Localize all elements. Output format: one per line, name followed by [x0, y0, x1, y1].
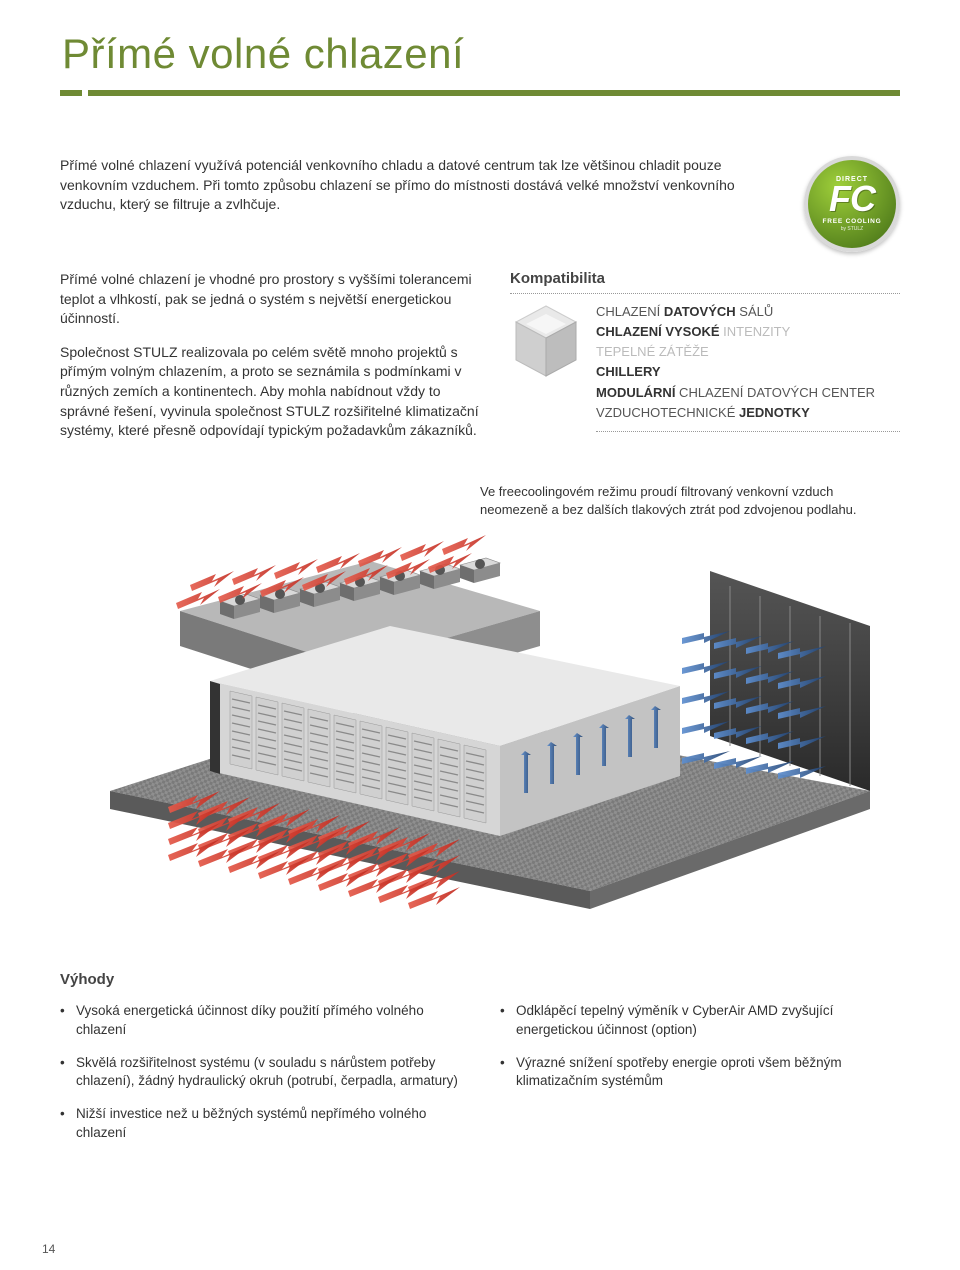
compat-heading: Kompatibilita [510, 270, 900, 294]
compat-list: CHLAZENÍ DATOVÝCH SÁLŮCHLAZENÍ VYSOKÉ IN… [596, 302, 900, 432]
datacenter-airflow-diagram [70, 491, 890, 921]
advantage-item: Skvělá rozšiřitelnost systému (v souladu… [60, 1054, 460, 1092]
compat-item: VZDUCHOTECHNICKÉ JEDNOTKY [596, 403, 900, 423]
diagram-caption: Ve freecoolingovém režimu proudí filtrov… [480, 483, 900, 519]
advantages-right-list: Odklápěcí tepelný výměník v CyberAir AMD… [500, 1002, 900, 1092]
advantage-item: Vysoká energetická účinnost díky použití… [60, 1002, 460, 1040]
badge-bot: FREE COOLING [822, 218, 881, 225]
intro-paragraph: Přímé volné chlazení využívá potenciál v… [60, 156, 740, 252]
badge-by: by STULZ [841, 226, 864, 232]
body-paragraph-2: Společnost STULZ realizovala po celém sv… [60, 343, 480, 441]
compat-item: CHLAZENÍ DATOVÝCH SÁLŮ [596, 302, 900, 322]
title-rule [60, 90, 900, 96]
page-number: 14 [42, 1242, 55, 1256]
advantage-item: Odklápěcí tepelný výměník v CyberAir AMD… [500, 1002, 900, 1040]
compat-item: MODULÁRNÍ CHLAZENÍ DATOVÝCH CENTER [596, 383, 900, 403]
advantages-heading: Výhody [60, 971, 900, 988]
body-paragraph-1: Přímé volné chlazení je vhodné pro prost… [60, 270, 480, 329]
advantages-left-list: Vysoká energetická účinnost díky použití… [60, 1002, 460, 1143]
compat-cube-icon [510, 302, 582, 382]
fc-badge-icon: DIRECT FC FREE COOLING by STULZ [804, 156, 900, 252]
compat-item: TEPELNÉ ZÁTĚŽE [596, 342, 900, 362]
compat-item: CHILLERY [596, 362, 900, 382]
advantage-item: Výrazné snížení spotřeby energie oproti … [500, 1054, 900, 1092]
page-title: Přímé volné chlazení [62, 30, 900, 78]
badge-mid: FC [829, 183, 875, 215]
advantage-item: Nižší investice než u běžných systémů ne… [60, 1105, 460, 1143]
compat-item: CHLAZENÍ VYSOKÉ INTENZITY [596, 322, 900, 342]
